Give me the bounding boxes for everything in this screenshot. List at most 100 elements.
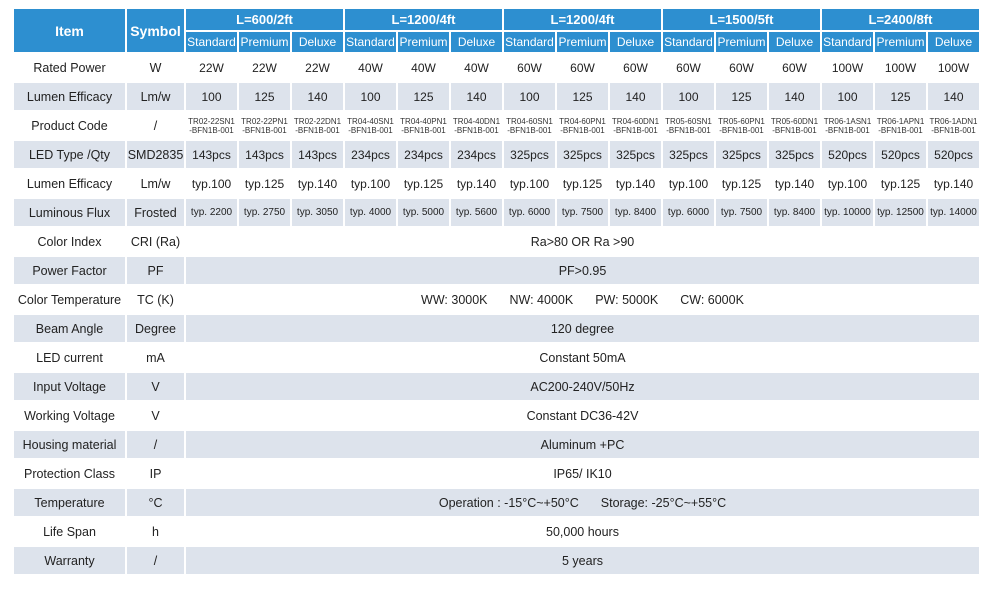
header-group: L=600/2ft — [186, 9, 343, 30]
value-cell: 234pcs — [398, 141, 449, 168]
row-symbol: W — [127, 54, 184, 81]
value-cell: typ. 8400 — [769, 199, 820, 226]
product-code-line1: TR05-60PN1 — [718, 116, 765, 126]
value-part: PW: 5000K — [595, 292, 659, 307]
value-cell: typ. 4000 — [345, 199, 396, 226]
product-code-line2: -BFN1B-001 — [878, 125, 923, 135]
row-item: Power Factor — [14, 257, 125, 284]
value-cell: typ. 5000 — [398, 199, 449, 226]
row-item: Product Code — [14, 112, 125, 139]
table-row: Working Voltage V Constant DC36-42V — [14, 402, 979, 429]
value-cell: 140 — [928, 83, 979, 110]
value-cell: 22W — [239, 54, 290, 81]
merged-value-cell: AC200-240V/50Hz — [186, 373, 979, 400]
row-item: Rated Power — [14, 54, 125, 81]
header-tier: Premium — [239, 32, 290, 52]
row-symbol: Degree — [127, 315, 184, 342]
value-cell: 100W — [822, 54, 873, 81]
value-cell: 60W — [557, 54, 608, 81]
product-code-cell: TR04-40PN1 -BFN1B-001 — [398, 112, 449, 139]
table-row: Input Voltage V AC200-240V/50Hz — [14, 373, 979, 400]
product-code-cell: TR05-60SN1 -BFN1B-001 — [663, 112, 714, 139]
product-code-line2: -BFN1B-001 — [613, 125, 658, 135]
value-cell: typ. 12500 — [875, 199, 926, 226]
row-item: Input Voltage — [14, 373, 125, 400]
value-cell: 140 — [292, 83, 343, 110]
value-cell: 143pcs — [292, 141, 343, 168]
row-item: LED current — [14, 344, 125, 371]
value-cell: 325pcs — [557, 141, 608, 168]
value-cell: 125 — [239, 83, 290, 110]
product-code-line2: -BFN1B-001 — [454, 125, 499, 135]
product-code-line2: -BFN1B-001 — [295, 125, 340, 135]
row-symbol: mA — [127, 344, 184, 371]
row-symbol: / — [127, 547, 184, 574]
value-cell: typ. 6000 — [663, 199, 714, 226]
product-code-cell: TR06-1APN1 -BFN1B-001 — [875, 112, 926, 139]
value-cell: typ. 10000 — [822, 199, 873, 226]
value-cell: typ.140 — [769, 170, 820, 197]
table-row: Power Factor PF PF>0.95 — [14, 257, 979, 284]
value-cell: 325pcs — [504, 141, 555, 168]
product-code-line2: -BFN1B-001 — [772, 125, 817, 135]
value-cell: 125 — [398, 83, 449, 110]
product-code-line1: TR04-40SN1 — [347, 116, 394, 126]
row-item: Life Span — [14, 518, 125, 545]
value-cell: typ. 7500 — [716, 199, 767, 226]
value-cell: typ.125 — [716, 170, 767, 197]
table-row: Life Span h 50,000 hours — [14, 518, 979, 545]
product-code-line2: -BFN1B-001 — [401, 125, 446, 135]
value-cell: typ.100 — [663, 170, 714, 197]
row-symbol: SMD2835 — [127, 141, 184, 168]
value-cell: 325pcs — [769, 141, 820, 168]
value-cell: typ. 14000 — [928, 199, 979, 226]
row-item: Lumen Efficacy — [14, 83, 125, 110]
merged-value-cell: Constant 50mA — [186, 344, 979, 371]
product-code-line2: -BFN1B-001 — [666, 125, 711, 135]
merged-value-cell: Ra>80 OR Ra >90 — [186, 228, 979, 255]
product-code-cell: TR02-22PN1 -BFN1B-001 — [239, 112, 290, 139]
table-row: Lumen Efficacy Lm/w typ.100 typ.125 typ.140 t… — [14, 170, 979, 197]
header-group: L=1200/4ft — [504, 9, 661, 30]
value-cell: typ. 2200 — [186, 199, 237, 226]
product-code-line2: -BFN1B-001 — [931, 125, 976, 135]
header-tier: Deluxe — [928, 32, 979, 52]
header-tier: Premium — [716, 32, 767, 52]
value-cell: 140 — [451, 83, 502, 110]
value-cell: typ.100 — [822, 170, 873, 197]
row-symbol: °C — [127, 489, 184, 516]
value-cell: 60W — [769, 54, 820, 81]
row-symbol: V — [127, 402, 184, 429]
header-tier: Standard — [822, 32, 873, 52]
value-cell: 40W — [451, 54, 502, 81]
row-item: Beam Angle — [14, 315, 125, 342]
value-cell: typ.125 — [875, 170, 926, 197]
value-cell: 22W — [292, 54, 343, 81]
product-code-line1: TR06-1ADN1 — [929, 116, 978, 126]
row-symbol: / — [127, 112, 184, 139]
value-cell: 325pcs — [663, 141, 714, 168]
product-code-line1: TR02-22SN1 — [188, 116, 235, 126]
value-cell: 100 — [345, 83, 396, 110]
row-item: Protection Class — [14, 460, 125, 487]
value-cell: typ. 2750 — [239, 199, 290, 226]
table-row: Warranty/5 years — [14, 547, 979, 574]
value-cell: 325pcs — [716, 141, 767, 168]
value-cell: 100 — [186, 83, 237, 110]
row-item: Lumen Efficacy — [14, 170, 125, 197]
table-row: Beam Angle Degree 120 degree — [14, 315, 979, 342]
product-code-line2: -BFN1B-001 — [348, 125, 393, 135]
value-cell: 520pcs — [822, 141, 873, 168]
table-row: Lumen Efficacy Lm/w 100 125 140 100 125 140 100 1… — [14, 83, 979, 110]
product-code-cell: TR05-60PN1 -BFN1B-001 — [716, 112, 767, 139]
table-row: Housing material / Aluminum +PC — [14, 431, 979, 458]
value-cell: typ.125 — [557, 170, 608, 197]
value-cell: typ.140 — [610, 170, 661, 197]
product-code-line1: TR02-22PN1 — [241, 116, 288, 126]
spec-table-body: Rated Power W 22W 22W 22W 40W 40W 40W 60W 60W 60W 6… — [14, 54, 979, 574]
header-row-groups: Item Symbol L=600/2ft L=1200/4ft L=1200/… — [14, 9, 979, 52]
value-cell: 125 — [557, 83, 608, 110]
value-cell: 22W — [186, 54, 237, 81]
value-cell: 143pcs — [186, 141, 237, 168]
value-cell: typ.100 — [345, 170, 396, 197]
